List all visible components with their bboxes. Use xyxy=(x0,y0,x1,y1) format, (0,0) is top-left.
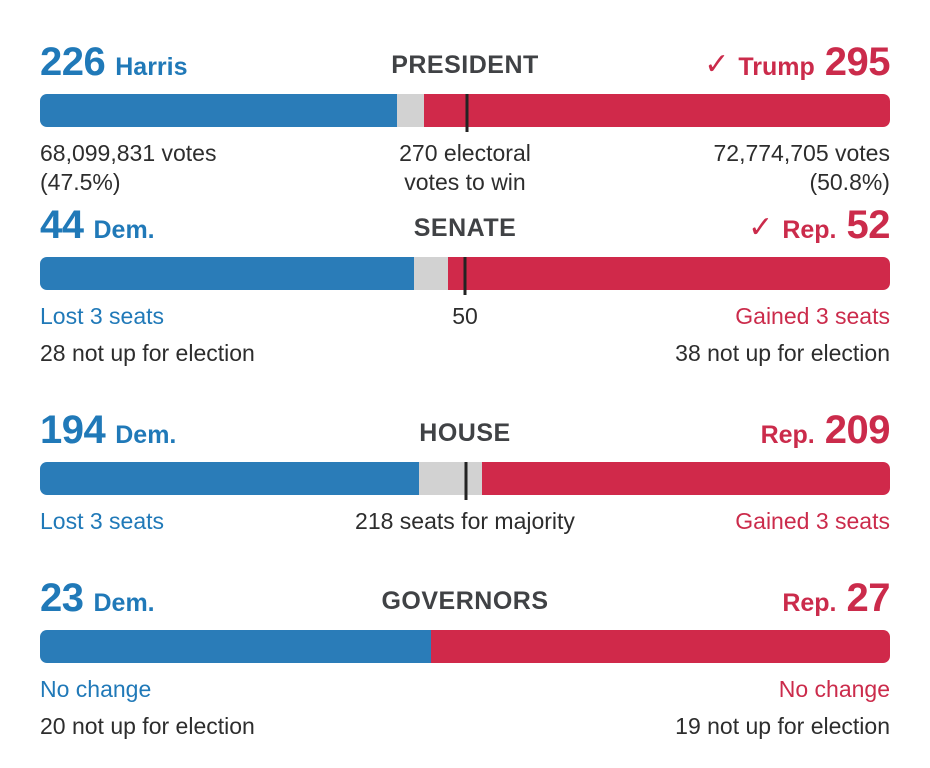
threshold-note: 50 xyxy=(452,303,478,329)
rep-not-up-label: 19 not up for election xyxy=(675,713,890,739)
rep-bar-segment xyxy=(424,94,890,127)
dem-seat-count: 194 xyxy=(40,408,106,452)
dem-party-label: Dem. xyxy=(93,216,155,244)
rep-seat-count: 27 xyxy=(846,576,891,620)
race-title: HOUSE xyxy=(419,419,511,447)
bar-segments xyxy=(40,257,890,290)
rep-result: ✓ Rep. 52 xyxy=(748,203,891,247)
rep-notes: 72,774,705 votes (50.8%) xyxy=(607,139,890,197)
rep-candidate-label: Trump xyxy=(738,53,815,81)
dem-electoral-count: 226 xyxy=(40,40,106,84)
not-up-row: 28 not up for election 38 not up for ele… xyxy=(40,339,890,368)
majority-tick xyxy=(463,257,467,295)
dem-not-up-label: 28 not up for election xyxy=(40,340,255,366)
dem-candidate-label: Harris xyxy=(115,53,188,81)
race-change-row: Lost 3 seats 50 Gained 3 seats xyxy=(40,302,890,331)
not-up-row: 20 not up for election 19 not up for ele… xyxy=(40,712,890,741)
winner-check-icon: ✓ xyxy=(748,211,774,244)
bar-segments xyxy=(40,630,890,663)
winner-check-icon: ✓ xyxy=(704,48,730,81)
race-title: GOVERNORS xyxy=(381,587,549,615)
results-bar xyxy=(40,462,890,500)
dem-bar-segment xyxy=(40,257,414,290)
uncalled-bar-segment xyxy=(414,257,448,290)
race-header: 44 Dem. SENATE ✓ Rep. 52 xyxy=(40,203,891,247)
dem-result: 44 Dem. xyxy=(40,203,155,247)
threshold-note-line1: 270 electoral xyxy=(399,140,531,166)
rep-result: Rep. 209 xyxy=(760,408,891,452)
race-section-house: 194 Dem. HOUSE Rep. 209 Lost 3 seats 218… xyxy=(40,408,891,536)
rep-not-up-label: 38 not up for election xyxy=(675,340,890,366)
threshold-note: 218 seats for majority xyxy=(355,508,575,534)
dem-seat-count: 44 xyxy=(40,203,84,247)
dem-not-up-label: 20 not up for election xyxy=(40,713,255,739)
dem-bar-segment xyxy=(40,630,431,663)
dem-change-label: Lost 3 seats xyxy=(40,508,165,534)
results-bar xyxy=(40,630,890,663)
rep-bar-segment xyxy=(431,630,890,663)
rep-change-label: No change xyxy=(778,676,890,702)
race-section-governors: 23 Dem. GOVERNORS Rep. 27 No change No c… xyxy=(40,576,891,741)
threshold-note-empty xyxy=(323,675,606,704)
rep-party-label: Rep. xyxy=(782,216,837,244)
threshold-note: 270 electoral votes to win xyxy=(323,139,606,197)
rep-result: Rep. 27 xyxy=(782,576,891,620)
race-header: 23 Dem. GOVERNORS Rep. 27 xyxy=(40,576,891,620)
race-notes-row: 68,099,831 votes (47.5%) 270 electoral v… xyxy=(40,139,890,197)
dem-seat-count: 23 xyxy=(40,576,84,620)
race-change-row: Lost 3 seats 218 seats for majority Gain… xyxy=(40,507,890,536)
dem-notes: 68,099,831 votes (47.5%) xyxy=(40,139,323,197)
rep-party-label: Rep. xyxy=(782,589,837,617)
dem-change-label: Lost 3 seats xyxy=(40,303,165,329)
rep-seat-count: 52 xyxy=(846,203,891,247)
rep-change-label: Gained 3 seats xyxy=(735,303,890,329)
dem-result: 226 Harris xyxy=(40,40,188,84)
results-bar xyxy=(40,257,890,295)
rep-votes-line: 72,774,705 votes xyxy=(713,140,890,166)
bar-segments xyxy=(40,94,890,127)
race-title: PRESIDENT xyxy=(391,51,539,79)
rep-bar-segment xyxy=(481,462,890,495)
race-section-president: 226 Harris PRESIDENT ✓ Trump 295 68,099,… xyxy=(40,40,891,197)
dem-bar-segment xyxy=(40,94,397,127)
bar-segments xyxy=(40,462,890,495)
dem-party-label: Dem. xyxy=(115,421,177,449)
race-title: SENATE xyxy=(413,214,517,242)
rep-change-label: Gained 3 seats xyxy=(735,508,890,534)
majority-tick xyxy=(464,462,468,500)
results-bar xyxy=(40,94,890,132)
dem-pct-line: (47.5%) xyxy=(40,169,121,195)
dem-votes-line: 68,099,831 votes xyxy=(40,140,217,166)
uncalled-bar-segment xyxy=(419,462,482,495)
threshold-note-line2: votes to win xyxy=(404,169,526,195)
rep-seat-count: 209 xyxy=(824,408,891,452)
dem-result: 194 Dem. xyxy=(40,408,177,452)
uncalled-bar-segment xyxy=(397,94,425,127)
race-section-senate: 44 Dem. SENATE ✓ Rep. 52 Lost 3 seats 50… xyxy=(40,203,891,368)
dem-result: 23 Dem. xyxy=(40,576,155,620)
rep-electoral-count: 295 xyxy=(824,40,891,84)
majority-tick xyxy=(465,94,469,132)
race-change-row: No change No change xyxy=(40,675,890,704)
rep-party-label: Rep. xyxy=(760,421,815,449)
dem-bar-segment xyxy=(40,462,420,495)
dem-change-label: No change xyxy=(40,676,152,702)
race-header: 226 Harris PRESIDENT ✓ Trump 295 xyxy=(40,40,891,84)
race-header: 194 Dem. HOUSE Rep. 209 xyxy=(40,408,891,452)
rep-pct-line: (50.8%) xyxy=(809,169,890,195)
rep-result: ✓ Trump 295 xyxy=(704,40,891,84)
dem-party-label: Dem. xyxy=(93,589,155,617)
rep-bar-segment xyxy=(448,257,890,290)
